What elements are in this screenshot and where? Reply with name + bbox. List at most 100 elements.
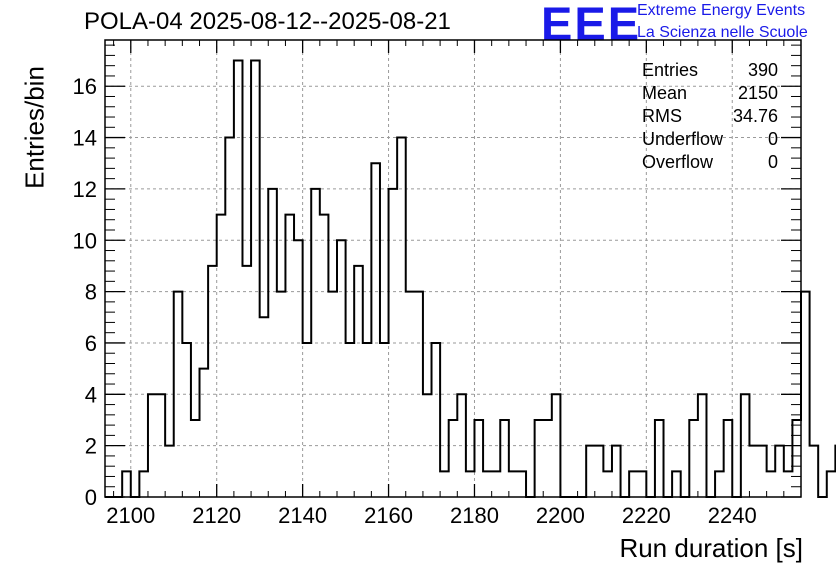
histogram-bin (810, 446, 819, 497)
histogram-bin (423, 394, 432, 497)
histogram-bin (715, 471, 724, 497)
histogram-bin (182, 343, 191, 497)
histogram-bin (612, 446, 621, 497)
histogram-bin (277, 292, 286, 497)
histogram-bin (294, 240, 303, 497)
histogram-bin (775, 446, 784, 497)
histogram-bin (303, 343, 312, 497)
stat-label: Entries (642, 60, 699, 80)
histogram-bin (414, 292, 423, 497)
x-tick-label: 2160 (364, 503, 413, 528)
x-tick-label: 2180 (450, 503, 499, 528)
stat-label: Mean (642, 83, 688, 103)
histogram-bin (397, 138, 406, 497)
histogram-bin (371, 163, 380, 497)
histogram-bin (251, 61, 260, 497)
stat-value: 390 (747, 60, 778, 80)
histogram-bin (432, 343, 441, 497)
y-tick-label: 14 (73, 126, 97, 151)
y-tick-label: 2 (85, 434, 97, 459)
y-tick-label: 6 (85, 331, 97, 356)
histogram-bin (440, 471, 449, 497)
histogram-bin (792, 420, 801, 497)
x-tick-label: 2220 (622, 503, 671, 528)
histogram-bin (389, 189, 398, 497)
histogram-bin (672, 471, 681, 497)
histogram-bin (466, 471, 475, 497)
y-tick-label: 16 (73, 74, 97, 99)
histogram-bin (225, 138, 234, 497)
histogram-bin (767, 471, 776, 497)
histogram-bin (629, 471, 638, 497)
eee-logo: EEE (541, 0, 642, 50)
stat-label: Underflow (642, 129, 724, 149)
histogram-bin (689, 420, 698, 497)
histogram-bin (217, 215, 226, 497)
histogram-bin (200, 369, 209, 497)
histogram-bin (827, 471, 836, 497)
histogram-bin (363, 343, 372, 497)
x-axis-label: Run duration [s] (619, 533, 803, 563)
chart-title: POLA-04 2025-08-12--2025-08-21 (84, 8, 451, 35)
histogram-bin (208, 266, 217, 497)
y-tick-label: 8 (85, 280, 97, 305)
histogram-bin (483, 471, 492, 497)
x-tick-label: 2120 (192, 503, 241, 528)
x-tick-label: 2240 (708, 503, 757, 528)
logo-tagline-2: La Scienza nelle Scuole (637, 24, 808, 41)
stat-rms: RMS 34.76 (642, 106, 778, 127)
histogram-bin (543, 420, 552, 497)
histogram-bin (260, 317, 269, 497)
histogram-bin (337, 240, 346, 497)
stat-value: 0 (767, 129, 778, 149)
x-tick-label: 2140 (278, 503, 327, 528)
histogram-bin (346, 343, 355, 497)
x-tick-label: 2200 (536, 503, 585, 528)
histogram-bin (698, 394, 707, 497)
histogram-bin (552, 394, 561, 497)
stat-value: 2150 (737, 83, 778, 103)
histogram-bin (174, 292, 183, 497)
histogram-bin (242, 266, 251, 497)
histogram-bin (139, 471, 148, 497)
histogram-bin (457, 394, 466, 497)
histogram-bin (603, 471, 612, 497)
histogram-bin (586, 446, 595, 497)
histogram-bin (328, 292, 337, 497)
histogram-bin (724, 420, 733, 497)
histogram-bin (655, 420, 664, 497)
histogram-bin (354, 266, 363, 497)
histogram-bin (311, 189, 320, 497)
histogram-bin (268, 189, 277, 497)
histogram-bin (500, 420, 509, 497)
y-tick-label: 0 (85, 485, 97, 510)
histogram-bin (517, 471, 526, 497)
y-tick-label: 12 (73, 177, 97, 202)
histogram-bin (474, 420, 483, 497)
histogram-bin (191, 420, 200, 497)
histogram-bin (638, 471, 647, 497)
plot-frame (104, 39, 802, 498)
histogram-bin (741, 394, 750, 497)
histogram-bin (165, 446, 174, 497)
histogram-bin (148, 394, 157, 497)
y-tick-label: 10 (73, 228, 97, 253)
histogram-bin (509, 471, 518, 497)
histogram-bin (234, 61, 243, 497)
histogram-bin (749, 446, 758, 497)
stat-label: RMS (642, 106, 682, 126)
y-tick-label: 4 (85, 382, 97, 407)
y-axis-label: Entries/bin (19, 66, 50, 189)
stat-mean: Mean 2150 (642, 83, 778, 104)
histogram-bin (758, 446, 767, 497)
stat-underflow: Underflow 0 (642, 129, 778, 150)
x-tick-label: 2100 (106, 503, 155, 528)
histogram-bin (801, 292, 810, 497)
stat-value: 0 (767, 152, 778, 172)
histogram-bin (380, 343, 389, 497)
histogram-bin (449, 420, 458, 497)
histogram-bin (784, 471, 793, 497)
histogram-bin (492, 471, 501, 497)
logo-tagline-1: Extreme Energy Events (637, 2, 806, 19)
